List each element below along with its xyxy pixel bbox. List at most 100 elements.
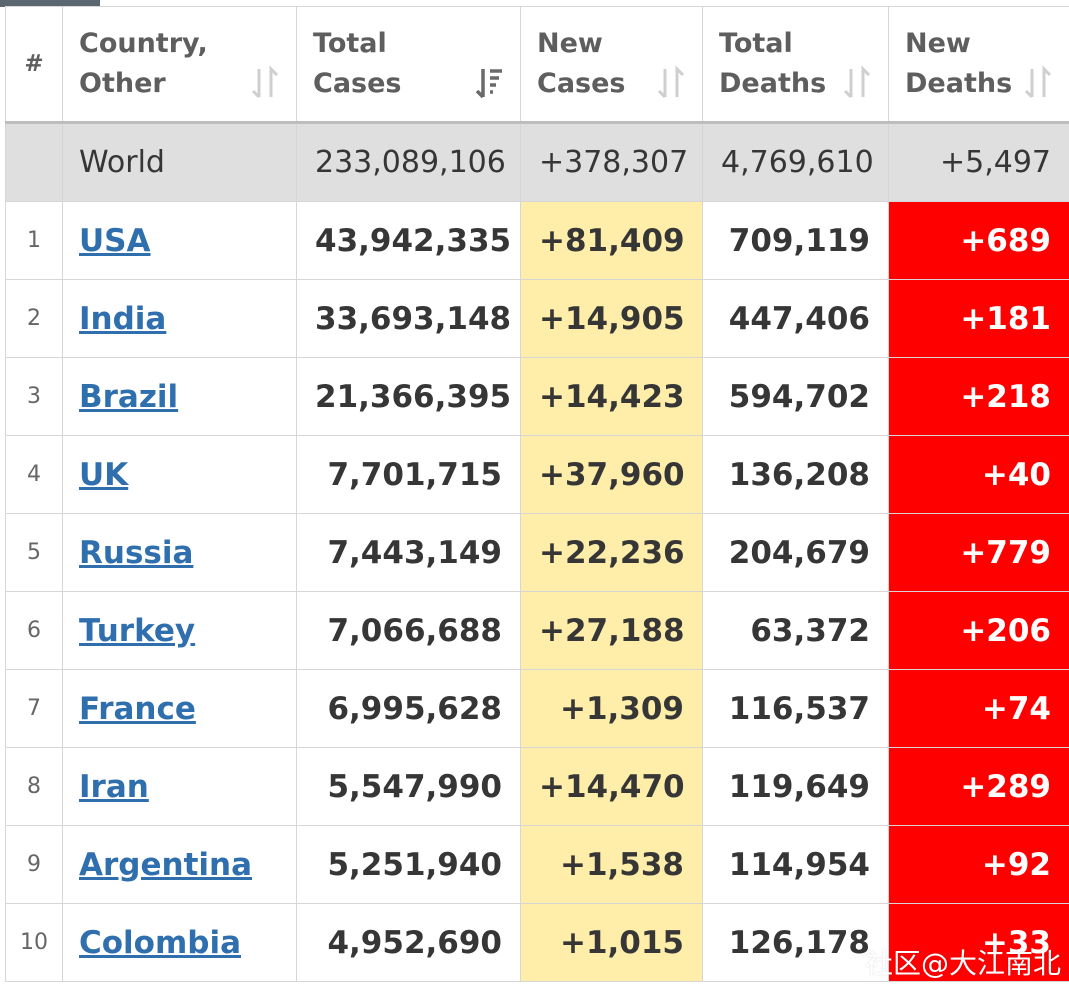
header-total-deaths-label: Total Deaths [719,28,827,99]
total-cases-cell: 4,952,690 [296,903,521,982]
new-deaths-cell: +92 [888,825,1069,904]
watermark: 社区@大江南北 [864,947,1061,980]
world-total-cases: 233,089,106 [296,122,521,202]
world-new-deaths: +5,497 [888,122,1069,202]
country-link[interactable]: Brazil [79,378,179,415]
new-cases-cell: +22,236 [520,513,703,592]
total-deaths-cell: 126,178 [702,903,889,982]
country-cell: Argentina [62,825,297,904]
header-total-deaths[interactable]: Total Deaths [702,6,889,124]
world-total-deaths: 4,769,610 [702,122,889,202]
new-cases-cell: +1,309 [520,669,703,748]
total-deaths-cell: 119,649 [702,747,889,826]
country-link[interactable]: Russia [79,534,194,571]
rank-cell: 9 [5,825,63,904]
total-deaths-cell: 114,954 [702,825,889,904]
new-cases-cell: +37,960 [520,435,703,514]
world-new-cases: +378,307 [520,122,703,202]
rank-cell: 7 [5,669,63,748]
table-row: 2 India 33,693,148 +14,905 447,406 +181 [5,279,1069,358]
world-rank [5,122,63,202]
new-deaths-cell: +206 [888,591,1069,670]
world-row: World 233,089,106 +378,307 4,769,610 +5,… [5,122,1069,202]
country-link[interactable]: France [79,690,196,727]
top-tab-indicator [0,0,100,7]
rank-cell: 1 [5,201,63,280]
total-deaths-cell: 709,119 [702,201,889,280]
header-rank[interactable]: # [5,6,63,124]
header-total-cases-label: Total Cases [313,28,402,99]
new-cases-cell: +1,015 [520,903,703,982]
country-link[interactable]: India [79,300,167,337]
header-total-cases[interactable]: Total Cases [296,6,521,124]
total-deaths-cell: 204,679 [702,513,889,592]
country-cell: Iran [62,747,297,826]
total-deaths-cell: 594,702 [702,357,889,436]
rank-cell: 2 [5,279,63,358]
country-link[interactable]: Turkey [79,612,196,649]
header-new-cases[interactable]: New Cases [520,6,703,124]
total-cases-cell: 33,693,148 [296,279,521,358]
new-deaths-cell: +181 [888,279,1069,358]
table-row: 1 USA 43,942,335 +81,409 709,119 +689 [5,201,1069,280]
total-cases-cell: 7,701,715 [296,435,521,514]
table-row: 3 Brazil 21,366,395 +14,423 594,702 +218 [5,357,1069,436]
table-row: 8 Iran 5,547,990 +14,470 119,649 +289 [5,747,1069,826]
total-cases-cell: 43,942,335 [296,201,521,280]
sort-descending-icon[interactable] [474,65,504,101]
new-cases-cell: +27,188 [520,591,703,670]
rank-cell: 4 [5,435,63,514]
total-cases-cell: 7,066,688 [296,591,521,670]
country-link[interactable]: UK [79,456,129,493]
rank-cell: 8 [5,747,63,826]
total-deaths-cell: 116,537 [702,669,889,748]
header-new-deaths-label: New Deaths [905,28,1013,99]
total-cases-cell: 21,366,395 [296,357,521,436]
new-deaths-cell: +689 [888,201,1069,280]
sort-icon[interactable] [250,65,280,101]
table-row: 5 Russia 7,443,149 +22,236 204,679 +779 [5,513,1069,592]
new-cases-cell: +81,409 [520,201,703,280]
country-cell: France [62,669,297,748]
country-link[interactable]: USA [79,222,151,259]
rank-cell: 10 [5,903,63,982]
country-link[interactable]: Iran [79,768,149,805]
table-row: 9 Argentina 5,251,940 +1,538 114,954 +92 [5,825,1069,904]
rank-cell: 3 [5,357,63,436]
new-deaths-cell: +289 [888,747,1069,826]
total-cases-cell: 6,995,628 [296,669,521,748]
country-cell: Turkey [62,591,297,670]
country-cell: USA [62,201,297,280]
world-country: World [62,122,297,202]
country-cell: Brazil [62,357,297,436]
header-new-cases-label: New Cases [537,28,626,99]
sort-icon[interactable] [1023,65,1053,101]
new-deaths-cell: +33 [888,903,1069,982]
new-deaths-cell: +74 [888,669,1069,748]
total-cases-cell: 5,547,990 [296,747,521,826]
new-cases-cell: +1,538 [520,825,703,904]
total-cases-cell: 5,251,940 [296,825,521,904]
country-link[interactable]: Colombia [79,924,242,961]
country-cell: Russia [62,513,297,592]
rank-cell: 6 [5,591,63,670]
table-row: 10 Colombia 4,952,690 +1,015 126,178 +33 [5,903,1069,982]
sort-icon[interactable] [842,65,872,101]
new-deaths-cell: +40 [888,435,1069,514]
country-link[interactable]: Argentina [79,846,252,883]
header-country-label: Country, Other [79,28,208,99]
header-new-deaths[interactable]: New Deaths [888,6,1069,124]
total-deaths-cell: 136,208 [702,435,889,514]
country-cell: Colombia [62,903,297,982]
table-row: 7 France 6,995,628 +1,309 116,537 +74 [5,669,1069,748]
covid-stats-table: # Country, Other Total Cases New Cases [5,6,1069,982]
table-row: 6 Turkey 7,066,688 +27,188 63,372 +206 [5,591,1069,670]
new-deaths-cell: +218 [888,357,1069,436]
total-deaths-cell: 447,406 [702,279,889,358]
total-cases-cell: 7,443,149 [296,513,521,592]
country-cell: UK [62,435,297,514]
sort-icon[interactable] [656,65,686,101]
header-country[interactable]: Country, Other [62,6,297,124]
new-cases-cell: +14,470 [520,747,703,826]
new-cases-cell: +14,423 [520,357,703,436]
